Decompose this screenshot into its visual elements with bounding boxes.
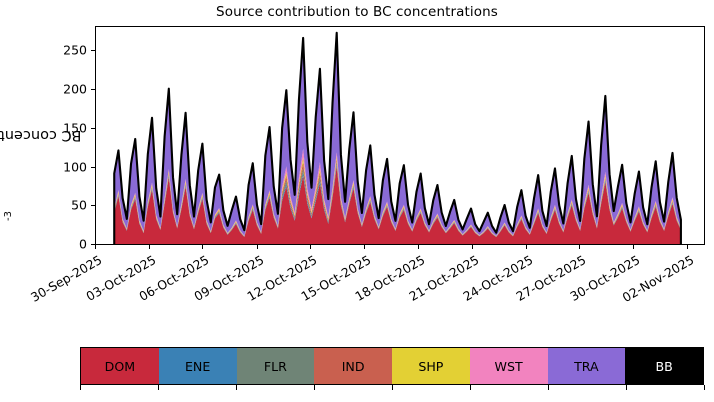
legend-tick [392,385,394,390]
total-outline-path [113,31,682,244]
legend-colorbar: DOM ENE FLR IND SHP WST TRA BB [80,347,704,385]
y-tick-label: 100 [63,159,87,174]
legend-tick [704,385,706,390]
y-tick-mark [91,166,95,168]
x-tick-mark [310,245,312,249]
y-tick-label: 150 [63,120,87,136]
x-tick-mark [687,245,689,249]
x-tick-mark [417,245,419,249]
x-tick-mark [579,245,581,249]
legend-tick [548,385,550,390]
x-tick-mark [525,245,527,249]
x-tick-mark [471,245,474,249]
legend-item-shp[interactable]: SHP [392,348,470,384]
y-tick-label: 200 [63,81,87,97]
x-tick-mark [256,245,258,249]
legend-item-ind[interactable]: IND [314,348,392,384]
plot-area [95,26,705,245]
chart-title: Source contribution to BC concentrations [216,4,498,20]
legend-tick [626,385,628,390]
x-tick-mark [148,245,150,249]
y-tick-mark [91,127,95,129]
legend-tick [236,385,238,390]
legend-item-label: IND [341,358,365,374]
legend-item-dom[interactable]: DOM [81,348,159,384]
legend-item-label: BB [655,358,673,374]
legend-tick [470,385,472,390]
x-tick-mark [95,245,97,249]
legend-item-label: ENE [184,358,211,374]
legend-tick [158,385,160,390]
legend-item-label: WST [494,358,523,374]
legend-item-flr[interactable]: FLR [236,348,315,384]
stacked-area-svg [113,31,682,244]
y-tick-mark [91,205,95,207]
legend-item-label: DOM [104,358,136,374]
y-axis-label: BC concentration (ng m-3) [0,0,115,270]
legend-item-wst[interactable]: WST [469,348,548,384]
legend-item-label: SHP [418,358,444,374]
y-tick-label: 250 [63,42,87,58]
legend-item-bb[interactable]: BB [625,348,703,384]
legend-item-ene[interactable]: ENE [158,348,237,384]
y-tick-mark [91,89,95,91]
y-tick-mark [91,50,95,52]
x-tick-mark [364,245,366,249]
x-tick-mark [202,245,204,249]
x-tick-mark [633,245,635,249]
y-tick-mark [91,244,95,246]
y-tick-label: 50 [71,197,87,213]
legend-item-label: FLR [263,358,287,374]
legend-tick [80,385,82,390]
y-axis-label-exponent: -3 [3,211,15,222]
y-tick-label: 0 [79,236,87,252]
legend-tick [314,385,316,390]
legend-item-tra[interactable]: TRA [547,348,626,384]
area-layer-dom [114,166,681,244]
legend-item-label: TRA [574,358,599,374]
